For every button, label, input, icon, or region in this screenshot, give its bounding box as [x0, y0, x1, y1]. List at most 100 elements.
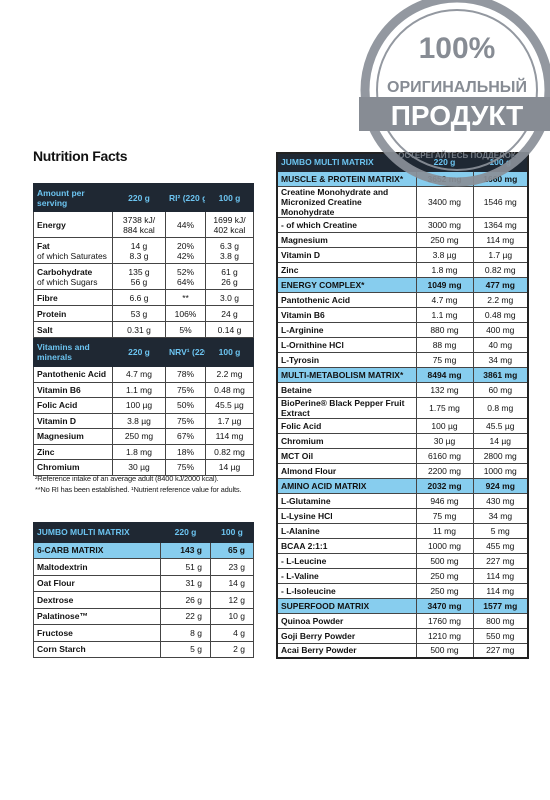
table-cell: L-Glutamine	[276, 492, 417, 509]
table-cell: 75%	[165, 412, 206, 429]
table-cell: 143 g	[160, 541, 211, 559]
table-cell: Fructose	[33, 624, 161, 642]
table-row: Zinc 1.8 mg 0.82 mg	[276, 261, 529, 278]
section-row: ENERGY COMPLEX* 1049 mg 477 mg	[276, 276, 529, 293]
table-cell: 114 mg	[472, 231, 529, 248]
table-row: L-Arginine 880 mg 400 mg	[276, 321, 529, 338]
table-cell: - L-Valine	[276, 567, 417, 584]
table-row: Quinoa Powder 1760 mg 800 mg	[276, 612, 529, 629]
table-row: BioPerine® Black Pepper Fruit Extract 1.7…	[276, 396, 529, 419]
table-cell: BioPerine® Black Pepper Fruit Extract	[276, 396, 417, 419]
page-title: Nutrition Facts	[33, 148, 128, 164]
table-cell: Zinc	[33, 443, 113, 460]
table-cell: 1.1 mg	[415, 306, 474, 323]
table-cell: Magnesium	[33, 428, 113, 445]
table-cell: 1000 mg	[415, 537, 474, 554]
table-row: Fibre 6.6 g ** 3.0 g	[33, 289, 254, 306]
table-cell: 220 g	[160, 522, 211, 543]
table-cell: 1.7 µg	[472, 246, 529, 263]
table-cell: - of which Creatine	[276, 216, 417, 233]
table-cell: Vitamins and minerals	[33, 337, 113, 367]
table-cell: 1546 mg	[472, 185, 529, 218]
table-cell: 18%	[165, 443, 206, 460]
cell-line: 135 g	[128, 266, 150, 277]
table-cell: Vitamin D	[276, 246, 417, 263]
table-cell: NRV¹ (220 g)	[165, 337, 206, 367]
table-cell: 800 mg	[472, 612, 529, 629]
table-row: Vitamin B6 1.1 mg 0.48 mg	[276, 306, 529, 323]
table-cell: Oat Flour	[33, 574, 161, 592]
matrix-table: JUMBO MULTI MATRIX 220 g 100 g MUSCLE & PRO…	[276, 152, 529, 659]
table-cell: 5%	[165, 321, 206, 338]
table-cell: 60 mg	[472, 381, 529, 398]
cell-line: 61 g	[221, 266, 238, 277]
table-row: Folic Acid 100 µg 45.5 µg	[276, 417, 529, 434]
table-row: - L-Isoleucine 250 mg 114 mg	[276, 582, 529, 599]
table-cell: AMINO ACID MATRIX	[276, 477, 417, 494]
table-cell: 1.75 mg	[415, 396, 474, 419]
table-cell: 1.7 µg	[205, 412, 254, 429]
table-cell: Maltodextrin	[33, 558, 161, 576]
table-cell: 50%	[165, 397, 206, 414]
table-cell: 0.14 g	[205, 321, 254, 338]
table-cell: 4.7 mg	[112, 366, 166, 383]
table-cell: Protein	[33, 305, 113, 322]
table-cell: 500 mg	[415, 642, 474, 659]
table-cell: Vitamin B6	[276, 306, 417, 323]
table-row: Energy 3738 kJ/884 kcal 44% 1699 kJ/402 kca…	[33, 211, 254, 238]
table-cell: 23 g	[210, 558, 254, 576]
table-cell: Folic Acid	[276, 417, 417, 434]
table-cell: Acai Berry Powder	[276, 642, 417, 659]
table-row: JUMBO MULTI MATRIX 220 g 100 g	[33, 522, 254, 543]
cell-line: 1699 kJ/	[213, 214, 246, 225]
table-cell: 11 mg	[415, 522, 474, 539]
table-row: Chromium 30 µg 14 µg	[276, 432, 529, 449]
table-cell: Carbohydrate of which Sugars	[33, 263, 113, 290]
table-cell: RI² (220 g)	[165, 183, 206, 212]
table-cell: 65 g	[210, 541, 254, 559]
table-cell: L-Ornithine HCl	[276, 336, 417, 353]
table-cell: 31 g	[160, 574, 211, 592]
table-cell: 3.8 µg	[112, 412, 166, 429]
table-cell: JUMBO MULTI MATRIX	[33, 522, 161, 543]
table-cell: 4 g	[210, 624, 254, 642]
table-cell: 220 g	[112, 337, 166, 367]
table-cell: 67%	[165, 428, 206, 445]
table-cell: 250 mg	[415, 231, 474, 248]
table-cell: 45.5 µg	[205, 397, 254, 414]
table-row: Betaine 132 mg 60 mg	[276, 381, 529, 398]
table-cell: 5 mg	[472, 522, 529, 539]
table-row: Fat of which Saturates 14 g 8.3 g 20% 42% 6.3 …	[33, 237, 254, 264]
table-row: Folic Acid 100 µg 50% 45.5 µg	[33, 397, 254, 414]
table-cell: 100 µg	[415, 417, 474, 434]
table-cell: MULTI-METABOLISM MATRIX*	[276, 366, 417, 383]
table-cell: BCAA 2:1:1	[276, 537, 417, 554]
table-cell: MCT Oil	[276, 447, 417, 464]
cell-line: Fat	[37, 240, 50, 251]
cell-line: 20%	[176, 240, 194, 251]
table-cell: Fat of which Saturates	[33, 237, 113, 264]
table-cell: 12 g	[210, 591, 254, 609]
cell-line: 8.3 g	[129, 250, 149, 261]
table-row: Vitamin D 3.8 µg 1.7 µg	[276, 246, 529, 263]
table-cell: 1699 kJ/402 kcal	[205, 211, 254, 238]
table-cell: 550 mg	[472, 627, 529, 644]
table-cell: 1760 mg	[415, 612, 474, 629]
table-cell: 3738 kJ/884 kcal	[112, 211, 166, 238]
table-cell: L-Alanine	[276, 522, 417, 539]
table-cell: 3652 mg	[415, 170, 474, 187]
section-row: AMINO ACID MATRIX 2032 mg 924 mg	[276, 477, 529, 494]
table-cell: 455 mg	[472, 537, 529, 554]
table-row: Magnesium 250 mg 114 mg	[276, 231, 529, 248]
table-cell: 0.82 mg	[205, 443, 254, 460]
stamp-ring	[376, 9, 538, 171]
table-cell: Goji Berry Powder	[276, 627, 417, 644]
table-cell: 8494 mg	[415, 366, 474, 383]
table-row: JUMBO MULTI MATRIX 220 g 100 g	[276, 152, 529, 172]
table-cell: 75 mg	[415, 507, 474, 524]
footnote: **No RI has been established. ¹Nutrient …	[35, 485, 242, 494]
stamp-line: ПРОДУКТ	[391, 100, 523, 131]
table-cell: 100 g	[205, 337, 254, 367]
